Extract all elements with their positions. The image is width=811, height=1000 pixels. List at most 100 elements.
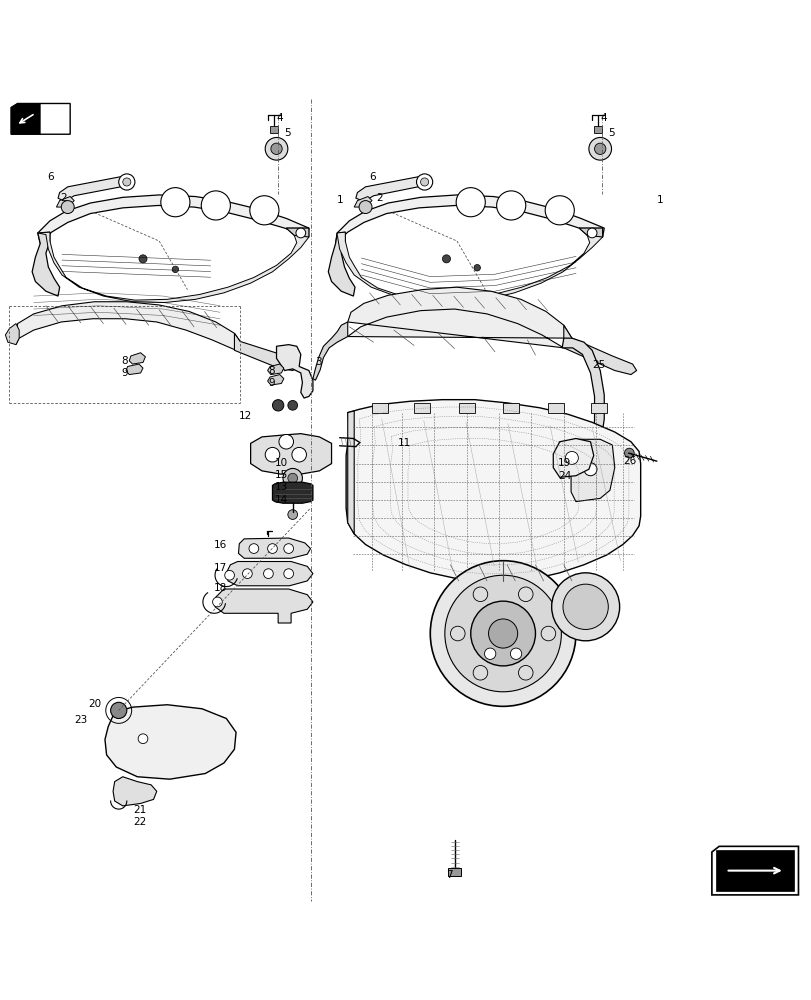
Polygon shape	[32, 232, 59, 296]
Polygon shape	[345, 400, 640, 581]
Text: 10: 10	[275, 458, 288, 468]
Circle shape	[456, 188, 485, 217]
Circle shape	[624, 448, 633, 458]
Circle shape	[518, 665, 532, 680]
Text: 4: 4	[599, 113, 606, 123]
Circle shape	[540, 626, 555, 641]
Circle shape	[496, 191, 525, 220]
Polygon shape	[226, 562, 312, 586]
Circle shape	[212, 597, 222, 607]
Circle shape	[172, 266, 178, 273]
Circle shape	[225, 570, 234, 580]
Polygon shape	[6, 324, 19, 345]
Circle shape	[287, 400, 297, 410]
Circle shape	[420, 178, 428, 186]
Circle shape	[201, 191, 230, 220]
Circle shape	[118, 174, 135, 190]
Polygon shape	[563, 325, 636, 375]
Polygon shape	[251, 434, 331, 474]
Circle shape	[510, 648, 521, 659]
Text: 13: 13	[275, 482, 288, 492]
Circle shape	[593, 430, 603, 440]
Circle shape	[442, 255, 450, 263]
Polygon shape	[552, 438, 593, 477]
Text: 25: 25	[591, 360, 605, 370]
Polygon shape	[238, 538, 310, 558]
Circle shape	[484, 648, 496, 659]
Text: 16: 16	[214, 540, 227, 550]
Text: 20: 20	[88, 699, 101, 709]
Text: 1: 1	[656, 195, 663, 205]
Polygon shape	[11, 103, 70, 134]
Text: 18: 18	[214, 583, 227, 593]
Circle shape	[268, 544, 277, 553]
Polygon shape	[268, 364, 284, 375]
Polygon shape	[347, 287, 571, 348]
Text: 4: 4	[277, 113, 283, 123]
Circle shape	[518, 587, 532, 602]
Text: 7: 7	[446, 870, 453, 880]
Polygon shape	[272, 482, 312, 503]
Circle shape	[551, 573, 619, 641]
Circle shape	[242, 569, 252, 578]
Text: 2: 2	[375, 193, 382, 203]
Circle shape	[444, 575, 560, 692]
Text: 2: 2	[60, 193, 67, 203]
Text: 22: 22	[133, 817, 146, 827]
Circle shape	[473, 665, 487, 680]
Circle shape	[284, 569, 293, 578]
Polygon shape	[371, 403, 388, 413]
Polygon shape	[337, 228, 602, 303]
Text: 6: 6	[369, 172, 375, 182]
Circle shape	[358, 201, 371, 214]
Circle shape	[110, 702, 127, 718]
Polygon shape	[268, 375, 284, 385]
Polygon shape	[105, 705, 236, 779]
Polygon shape	[270, 126, 278, 133]
Circle shape	[488, 619, 517, 648]
Polygon shape	[56, 197, 74, 207]
Circle shape	[139, 255, 147, 263]
Polygon shape	[113, 777, 157, 806]
Polygon shape	[38, 228, 308, 303]
Circle shape	[430, 561, 575, 706]
Circle shape	[250, 196, 279, 225]
Text: 17: 17	[214, 563, 227, 573]
Circle shape	[279, 434, 293, 449]
Polygon shape	[286, 228, 308, 237]
Text: 3: 3	[315, 357, 322, 367]
Polygon shape	[355, 176, 430, 201]
Circle shape	[470, 601, 534, 666]
Circle shape	[61, 201, 74, 214]
Text: 6: 6	[48, 172, 54, 182]
Circle shape	[249, 544, 259, 553]
Circle shape	[271, 143, 282, 154]
Text: 19: 19	[557, 458, 571, 468]
Polygon shape	[561, 338, 603, 438]
Polygon shape	[38, 195, 308, 243]
Text: 12: 12	[239, 411, 252, 421]
Circle shape	[564, 451, 577, 464]
Circle shape	[594, 143, 605, 154]
Polygon shape	[547, 403, 563, 413]
Polygon shape	[215, 589, 312, 623]
Text: 26: 26	[622, 456, 635, 466]
Text: 8: 8	[268, 366, 275, 376]
Text: 9: 9	[121, 368, 127, 378]
Circle shape	[291, 447, 306, 462]
Text: 23: 23	[74, 715, 88, 725]
Circle shape	[272, 400, 284, 411]
Polygon shape	[129, 353, 145, 364]
Polygon shape	[328, 232, 354, 296]
Polygon shape	[16, 302, 240, 350]
Text: 15: 15	[275, 470, 288, 480]
Text: 5: 5	[607, 128, 614, 138]
Circle shape	[287, 473, 297, 483]
Polygon shape	[593, 126, 601, 133]
Circle shape	[284, 544, 293, 553]
Polygon shape	[578, 228, 602, 237]
Text: 1: 1	[337, 195, 343, 205]
Circle shape	[473, 587, 487, 602]
Text: 9: 9	[268, 378, 275, 388]
Circle shape	[138, 734, 148, 744]
